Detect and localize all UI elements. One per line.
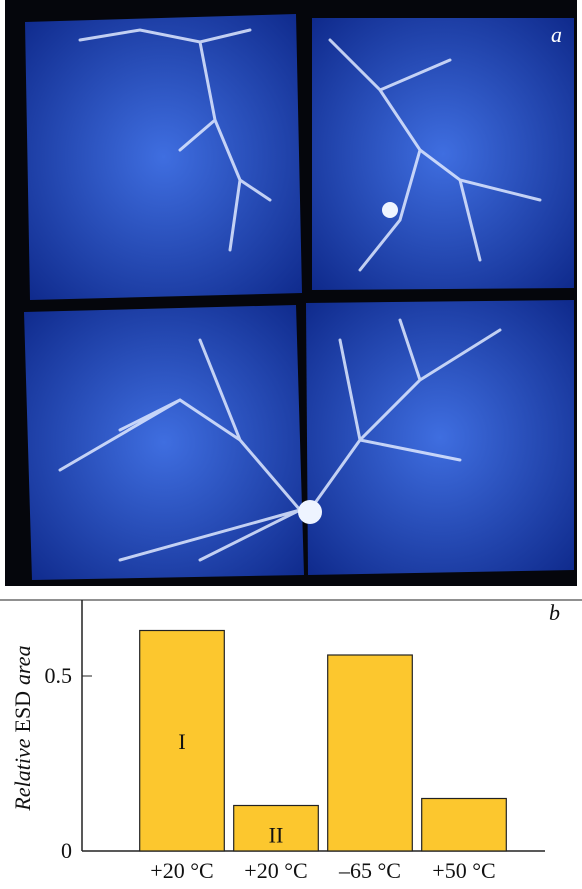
photo-tile <box>25 14 302 300</box>
photo-tile <box>312 18 574 290</box>
photo-panel: a <box>5 0 577 586</box>
photo-tile <box>24 305 304 580</box>
bar-label: II <box>269 822 284 847</box>
y-tick-label: 0.5 <box>45 663 73 688</box>
bar <box>328 655 413 851</box>
x-tick-label: +20 °C <box>244 858 307 883</box>
discharge-spot <box>298 500 322 524</box>
panel-label: a <box>551 22 562 47</box>
bar <box>422 799 507 852</box>
x-tick-label: –65 °C <box>338 858 401 883</box>
x-tick-label: +50 °C <box>432 858 495 883</box>
y-tick-label: 0 <box>61 838 72 863</box>
photo-tile <box>306 300 574 575</box>
x-tick-label: +20 °C <box>150 858 213 883</box>
y-label-part: area <box>10 645 35 685</box>
figure: a b Relative ESD area 0 0.5 +20 °C I +20 °C II –… <box>0 0 582 884</box>
page: a b Relative ESD area 0 0.5 +20 °C I +20 °C II –… <box>0 0 582 889</box>
bar-label: I <box>178 729 185 754</box>
y-label-part: Relative <box>10 738 35 811</box>
panel-label: b <box>549 600 560 625</box>
y-label-part: ESD <box>10 691 35 733</box>
discharge-spot <box>382 202 398 218</box>
y-axis-label: Relative ESD area <box>10 645 35 811</box>
